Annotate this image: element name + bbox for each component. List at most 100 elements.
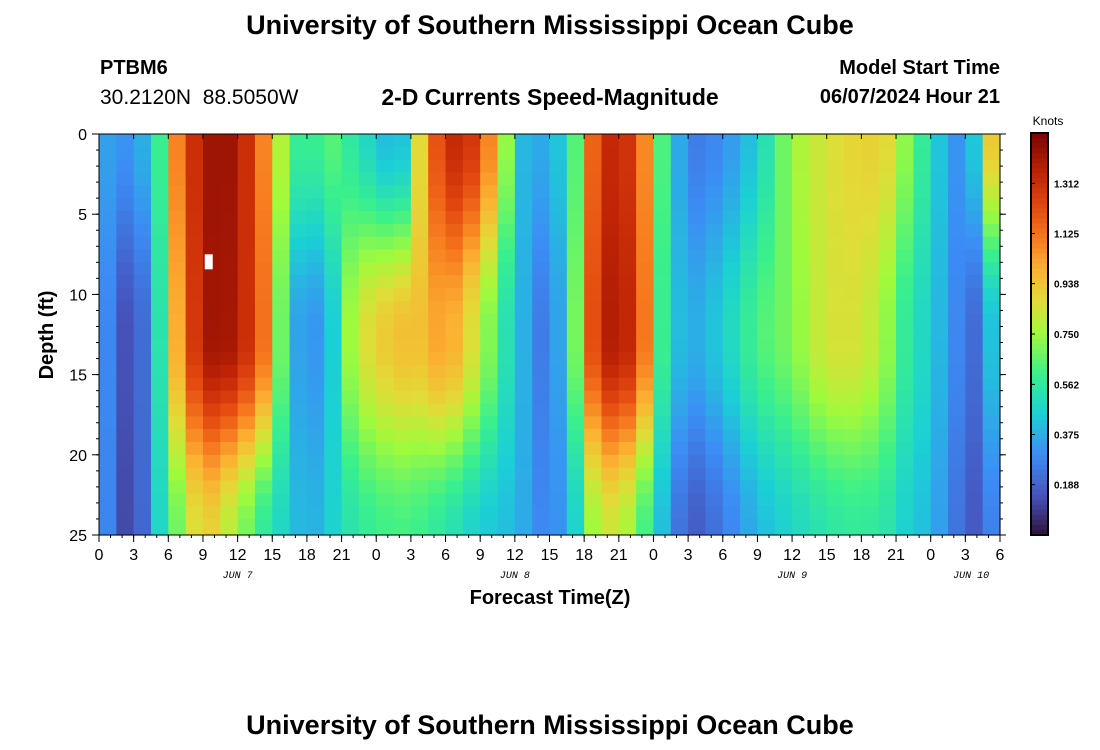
heatmap-cell — [341, 441, 360, 456]
colorbar-segment — [1031, 399, 1048, 405]
heatmap-cell — [688, 352, 707, 366]
heatmap-cell — [653, 236, 672, 251]
heatmap-cell — [584, 146, 603, 161]
heatmap-cell — [844, 262, 862, 276]
heatmap-cell — [220, 377, 239, 392]
heatmap-cell — [133, 236, 152, 251]
heatmap-cell — [289, 146, 308, 161]
heatmap-cell — [740, 300, 759, 315]
heatmap-cell — [376, 364, 395, 379]
y-tick-label: 0 — [78, 127, 87, 144]
heatmap-cell — [99, 236, 117, 251]
heatmap-cell — [792, 531, 811, 536]
heatmap-cell — [324, 531, 343, 536]
heatmap-cell — [618, 223, 637, 238]
heatmap-cell — [757, 518, 776, 533]
colorbar-segment — [1031, 133, 1048, 139]
heatmap-cell — [965, 531, 984, 536]
heatmap-cell — [740, 339, 759, 353]
heatmap-cell — [705, 352, 724, 366]
colorbar-segment — [1031, 434, 1048, 441]
heatmap-cell — [913, 210, 932, 225]
heatmap-cell — [636, 493, 655, 507]
colorbar-segment — [1031, 283, 1048, 290]
heatmap-cell — [497, 467, 516, 482]
heatmap-cell — [358, 377, 377, 392]
heatmap-cell — [289, 210, 308, 225]
heatmap-cell — [133, 467, 152, 482]
heatmap-cell — [636, 185, 655, 199]
heatmap-cell — [913, 416, 932, 430]
heatmap-cell — [757, 339, 776, 353]
heatmap-cell — [480, 300, 499, 315]
heatmap-cell — [99, 159, 117, 174]
heatmap-cell — [896, 300, 914, 315]
heatmap-cell — [185, 326, 204, 340]
heatmap-cell — [445, 287, 464, 302]
heatmap-cell — [618, 146, 637, 161]
heatmap-cell — [376, 249, 395, 263]
heatmap-cell — [324, 275, 343, 289]
heatmap-cell — [878, 429, 897, 443]
heatmap-cell — [566, 493, 585, 507]
heatmap-cell — [930, 429, 949, 443]
heatmap-cell — [480, 185, 499, 199]
heatmap-cell — [948, 352, 966, 366]
heatmap-cell — [688, 454, 707, 469]
heatmap-cell — [653, 454, 672, 469]
heatmap-cell — [116, 429, 135, 443]
heatmap-cell — [670, 313, 689, 328]
heatmap-cell — [861, 300, 880, 315]
heatmap-cell — [930, 352, 949, 366]
colorbar-segment — [1031, 313, 1048, 320]
heatmap-cell — [878, 493, 897, 507]
heatmap-cell — [237, 416, 256, 430]
heatmap-cell — [774, 134, 793, 148]
heatmap-cell — [878, 275, 897, 289]
heatmap-cell — [410, 275, 429, 289]
heatmap-cell — [237, 467, 256, 482]
heatmap-cell — [220, 159, 239, 174]
heatmap-cell — [497, 249, 516, 263]
heatmap-cell — [844, 249, 862, 263]
x-tick-label: 18 — [575, 547, 593, 564]
heatmap-cell — [341, 287, 360, 302]
heatmap-cell — [774, 390, 793, 405]
heatmap-cell — [740, 531, 759, 536]
heatmap-cell — [532, 313, 551, 328]
heatmap-cell — [99, 377, 117, 392]
colorbar-segment — [1031, 208, 1048, 215]
heatmap-cell — [549, 210, 568, 225]
heatmap-cell — [462, 441, 481, 456]
heatmap-cell — [254, 377, 273, 392]
x-tick-label: 15 — [541, 547, 559, 564]
heatmap-cell — [341, 262, 360, 276]
heatmap-cell — [844, 493, 862, 507]
heatmap-cell — [532, 518, 551, 533]
heatmap-cell — [289, 416, 308, 430]
heatmap-cell — [549, 172, 568, 186]
heatmap-cell — [376, 313, 395, 328]
heatmap-cell — [289, 506, 308, 520]
heatmap-cell — [549, 531, 568, 536]
heatmap-cell — [844, 429, 862, 443]
heatmap-cell — [826, 300, 845, 315]
heatmap-cell — [376, 236, 395, 251]
heatmap-cell — [376, 262, 395, 276]
station-id: PTBM6 — [100, 57, 168, 79]
heatmap-cell — [497, 236, 516, 251]
heatmap-cell — [896, 198, 914, 212]
heatmap-cell — [254, 403, 273, 417]
heatmap-cell — [358, 390, 377, 405]
heatmap-cell — [393, 198, 412, 212]
heatmap-cell — [324, 146, 343, 161]
heatmap-cell — [722, 339, 741, 353]
colorbar-segment — [1031, 253, 1048, 260]
heatmap-cell — [480, 506, 499, 520]
heatmap-cell — [532, 352, 551, 366]
colorbar-segment — [1031, 243, 1048, 250]
heatmap-cell — [844, 364, 862, 379]
heatmap-cell — [930, 172, 949, 186]
heatmap-cell — [566, 326, 585, 340]
